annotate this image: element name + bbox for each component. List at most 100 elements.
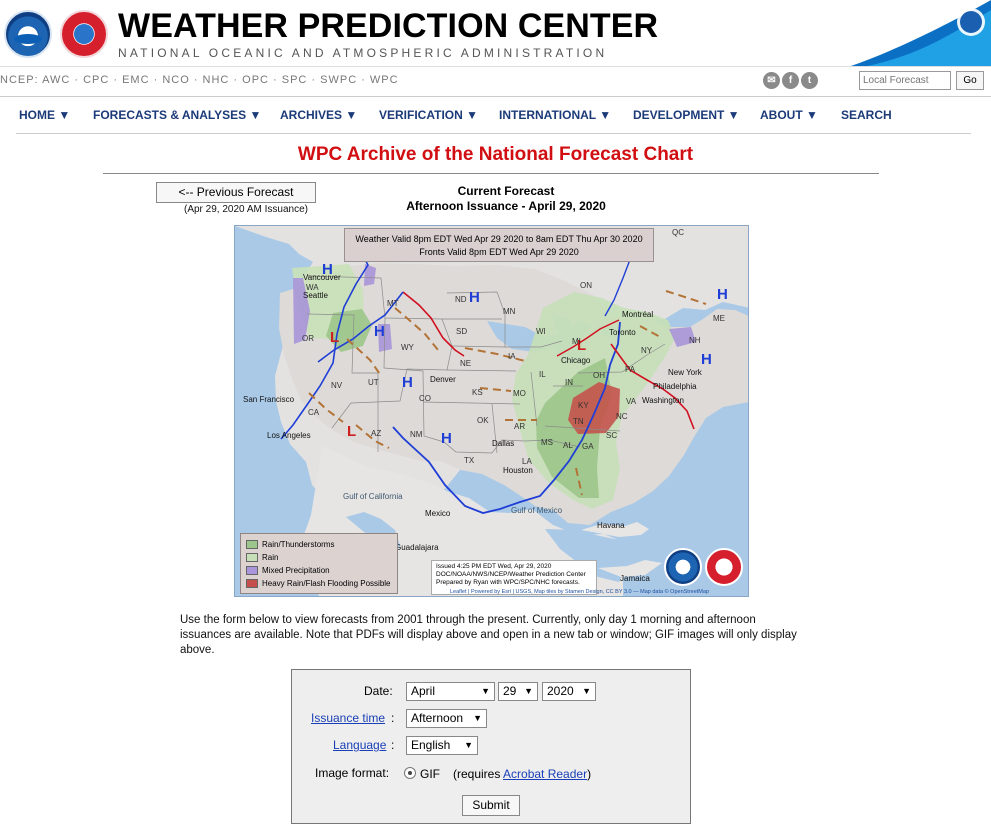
issued-line: DOC/NOAA/NWS/NCEP/Weather Prediction Cen… bbox=[436, 571, 586, 578]
requires-prefix: (requires bbox=[453, 767, 504, 781]
state-label: LA bbox=[522, 457, 532, 466]
high-pressure-marker: H bbox=[717, 286, 728, 303]
map-city-label: Los Angeles bbox=[267, 431, 311, 440]
dropdown-arrow-icon: ▼ bbox=[524, 686, 533, 696]
image-format-label: Image format: bbox=[315, 766, 390, 780]
main-navigation: HOME ▼ FORECASTS & ANALYSES ▼ ARCHIVES ▼… bbox=[0, 96, 991, 134]
map-city-label: Washington bbox=[642, 396, 684, 405]
state-label: AR bbox=[514, 422, 526, 431]
legend-swatch bbox=[246, 566, 258, 575]
nav-forecasts-and-analyses[interactable]: FORECASTS & ANALYSES ▼ bbox=[93, 108, 262, 122]
national-forecast-chart[interactable]: Weather Valid 8pm EDT Wed Apr 29 2020 to… bbox=[234, 225, 749, 597]
nav-home[interactable]: HOME ▼ bbox=[19, 108, 71, 122]
state-label: CA bbox=[308, 408, 320, 417]
site-title[interactable]: WEATHER PREDICTION CENTER bbox=[118, 7, 659, 45]
dropdown-arrow-icon: ▼ bbox=[481, 686, 490, 696]
gif-label[interactable]: GIF bbox=[420, 767, 440, 781]
facebook-icon[interactable]: f bbox=[782, 72, 799, 89]
nws-map-logo bbox=[705, 548, 743, 586]
map-city-label: Philadelphia bbox=[653, 382, 697, 391]
map-city-label: Montréal bbox=[622, 310, 654, 319]
map-city-label: Mexico bbox=[425, 509, 451, 518]
year-select[interactable]: 2020 ▼ bbox=[542, 682, 596, 701]
state-label: PA bbox=[625, 365, 636, 374]
state-label: NH bbox=[689, 336, 701, 345]
ncep-links-row: NCEP: AWC · CPC · EMC · NCO · NHC · OPC … bbox=[0, 66, 991, 96]
email-icon[interactable]: ✉ bbox=[763, 72, 780, 89]
language-link[interactable]: Language bbox=[333, 738, 387, 752]
state-label: KY bbox=[578, 401, 589, 410]
page-title: WPC Archive of the National Forecast Cha… bbox=[297, 144, 694, 165]
state-label: MO bbox=[513, 389, 526, 398]
state-label: TX bbox=[464, 456, 475, 465]
legend-item: Heavy Rain/Flash Flooding Possible bbox=[246, 577, 392, 590]
low-pressure-marker: L bbox=[347, 423, 357, 440]
weather-valid-text: Weather Valid 8pm EDT Wed Apr 29 2020 to… bbox=[355, 234, 643, 244]
nav-archives[interactable]: ARCHIVES ▼ bbox=[280, 108, 358, 122]
acrobat-reader-link[interactable]: Acrobat Reader bbox=[503, 767, 588, 781]
state-label: WY bbox=[401, 343, 414, 352]
state-label: UT bbox=[368, 378, 379, 387]
national-weather-service-logo[interactable] bbox=[60, 10, 108, 58]
year-value: 2020 bbox=[547, 684, 574, 698]
map-city-label: Seattle bbox=[303, 291, 328, 300]
language-value: English bbox=[411, 738, 451, 752]
header-corner-wave bbox=[851, 0, 991, 66]
gif-radio[interactable] bbox=[404, 767, 416, 779]
nav-development[interactable]: DEVELOPMENT ▼ bbox=[633, 108, 740, 122]
map-city-label: Toronto bbox=[609, 328, 636, 337]
high-pressure-marker: H bbox=[441, 430, 452, 447]
map-city-label: Jamaica bbox=[620, 574, 650, 583]
state-label: TN bbox=[573, 417, 584, 426]
date-label: Date: bbox=[364, 684, 393, 698]
issued-info: Issued 4:25 PM EDT Wed, Apr 29, 2020 DOC… bbox=[431, 560, 597, 595]
map-city-label: Havana bbox=[597, 521, 625, 530]
language-select[interactable]: English ▼ bbox=[406, 736, 478, 755]
state-label: OK bbox=[477, 416, 489, 425]
requires-text: (requires Acrobat Reader) bbox=[453, 767, 591, 781]
high-pressure-marker: H bbox=[374, 323, 385, 340]
state-label: NY bbox=[641, 346, 653, 355]
issuance-time-link[interactable]: Issuance time bbox=[311, 711, 386, 725]
legend-label: Heavy Rain/Flash Flooding Possible bbox=[262, 579, 391, 588]
map-city-label: New York bbox=[668, 368, 702, 377]
nav-international[interactable]: INTERNATIONAL ▼ bbox=[499, 108, 612, 122]
issuance-value: Afternoon bbox=[411, 711, 464, 725]
ncep-links[interactable]: NCEP: AWC · CPC · EMC · NCO · NHC · OPC … bbox=[0, 74, 399, 86]
state-label: KS bbox=[472, 388, 483, 397]
map-validity-box: Weather Valid 8pm EDT Wed Apr 29 2020 to… bbox=[344, 228, 654, 262]
local-forecast-input[interactable] bbox=[859, 71, 951, 90]
map-attribution[interactable]: Leaflet | Powered by Esri | USGS, Map ti… bbox=[450, 589, 710, 595]
state-label: CO bbox=[419, 394, 431, 403]
issuance-time-select[interactable]: Afternoon ▼ bbox=[406, 709, 487, 728]
nav-search[interactable]: SEARCH bbox=[841, 108, 892, 122]
go-button[interactable]: Go bbox=[956, 71, 984, 90]
nav-verification[interactable]: VERIFICATION ▼ bbox=[379, 108, 478, 122]
state-label: GA bbox=[582, 442, 594, 451]
noaa-logo[interactable] bbox=[4, 10, 52, 58]
dropdown-arrow-icon: ▼ bbox=[582, 686, 591, 696]
state-label: MI bbox=[572, 337, 581, 346]
nav-about[interactable]: ABOUT ▼ bbox=[760, 108, 818, 122]
state-label: SD bbox=[456, 327, 468, 336]
state-label: AL bbox=[563, 441, 573, 450]
site-subtitle: NATIONAL OCEANIC AND ATMOSPHERIC ADMINIS… bbox=[118, 46, 608, 60]
map-city-label: Dallas bbox=[492, 439, 515, 448]
day-select[interactable]: 29 ▼ bbox=[498, 682, 538, 701]
map-legend: Rain/Thunderstorms Rain Mixed Precipitat… bbox=[240, 533, 398, 594]
state-label: ME bbox=[713, 314, 725, 323]
state-label: QC bbox=[672, 228, 684, 237]
dropdown-arrow-icon: ▼ bbox=[473, 713, 482, 723]
noaa-map-logo bbox=[664, 548, 702, 586]
state-label: NV bbox=[331, 381, 343, 390]
twitter-icon[interactable]: t bbox=[801, 72, 818, 89]
issued-line: Prepared by Ryan with WPC/SPC/NHC foreca… bbox=[436, 579, 580, 586]
state-label: IA bbox=[508, 352, 516, 361]
requires-suffix: ) bbox=[587, 767, 592, 781]
issued-line: Issued 4:25 PM EDT Wed, Apr 29, 2020 bbox=[436, 563, 552, 570]
submit-button[interactable]: Submit bbox=[462, 795, 520, 816]
previous-forecast-button[interactable]: <-- Previous Forecast bbox=[156, 182, 316, 203]
month-select[interactable]: April ▼ bbox=[406, 682, 495, 701]
title-divider bbox=[103, 173, 879, 174]
high-pressure-marker: H bbox=[701, 351, 712, 368]
